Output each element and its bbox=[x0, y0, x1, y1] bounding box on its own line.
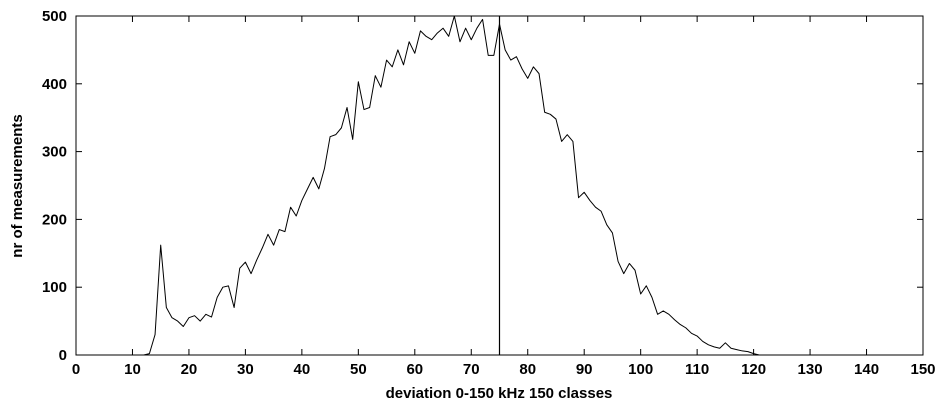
x-tick-label: 60 bbox=[406, 361, 423, 378]
x-tick-label: 70 bbox=[463, 361, 480, 378]
x-tick-label: 20 bbox=[181, 361, 198, 378]
x-axis-ticks: 0 10 20 30 40 50 60 70 80 90 100 110 120 130 140 150 bbox=[72, 16, 936, 378]
x-tick-label: 50 bbox=[350, 361, 367, 378]
x-tick-label: 40 bbox=[294, 361, 311, 378]
y-tick-label: 300 bbox=[42, 144, 67, 161]
x-axis-label: deviation 0-150 kHz 150 classes bbox=[386, 385, 613, 402]
x-tick-label: 120 bbox=[741, 361, 766, 378]
y-tick-label: 400 bbox=[42, 76, 67, 93]
x-tick-label: 0 bbox=[72, 361, 80, 378]
x-tick-label: 30 bbox=[237, 361, 254, 378]
x-tick-label: 100 bbox=[628, 361, 653, 378]
x-tick-label: 150 bbox=[910, 361, 935, 378]
y-tick-label: 0 bbox=[59, 347, 67, 364]
y-axis-label: nr of measurements bbox=[9, 114, 26, 257]
x-tick-label: 130 bbox=[798, 361, 823, 378]
x-tick-label: 80 bbox=[519, 361, 536, 378]
x-tick-label: 110 bbox=[685, 361, 709, 378]
y-axis-ticks: 0 100 200 300 400 500 bbox=[42, 8, 923, 364]
x-tick-label: 140 bbox=[854, 361, 879, 378]
y-tick-label: 200 bbox=[42, 211, 67, 228]
x-tick-label: 10 bbox=[124, 361, 141, 378]
x-tick-label: 90 bbox=[576, 361, 593, 378]
y-tick-label: 500 bbox=[42, 8, 67, 25]
y-tick-label: 100 bbox=[42, 279, 67, 296]
